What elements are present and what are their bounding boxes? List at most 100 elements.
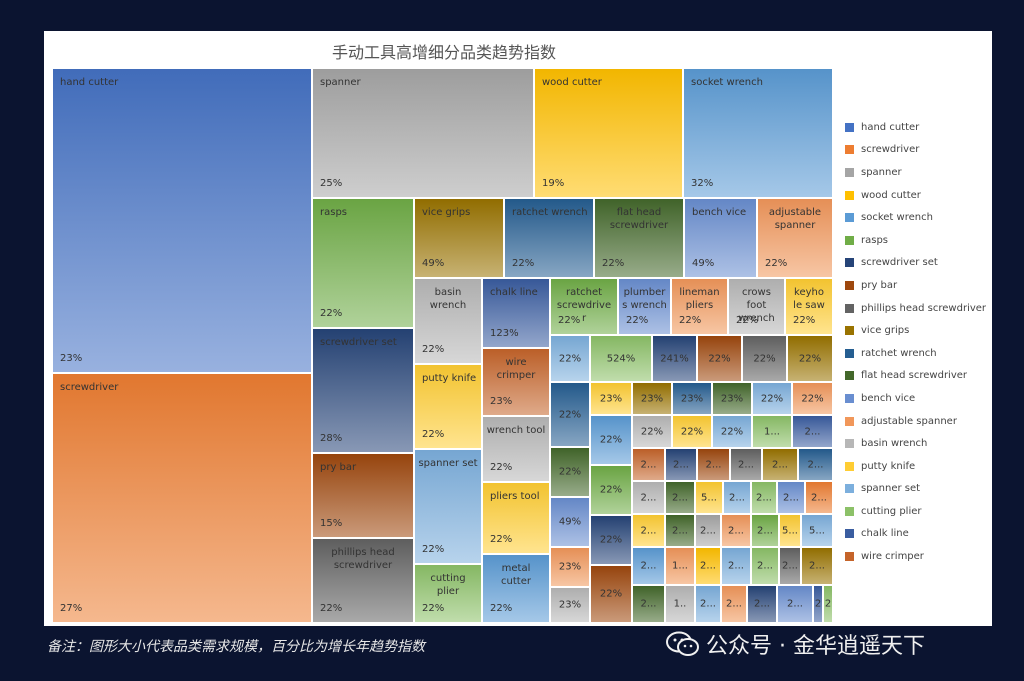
legend-item: pry bar <box>837 274 987 297</box>
treemap-cell: 2... <box>777 481 805 514</box>
treemap-cell: 22% <box>550 447 590 497</box>
cell-value: 2... <box>738 459 754 470</box>
treemap-cell: 2... <box>632 585 665 623</box>
treemap-cell: 22% <box>742 335 787 382</box>
cell-value: 22% <box>798 353 822 364</box>
chart-title: 手动工具高增细分品类趋势指数 <box>331 43 556 62</box>
cell-value: 22% <box>490 462 513 473</box>
cell-value: 2... <box>700 560 716 572</box>
cell-value: 23% <box>60 353 83 364</box>
cell-name: ratchet wrench <box>512 207 588 218</box>
cell-value: 22% <box>599 484 623 496</box>
legend-swatch <box>845 190 854 200</box>
cell-value: 2... <box>640 525 657 536</box>
legend-label: adjustable spanner <box>861 415 957 427</box>
cell-value: 2... <box>640 560 657 572</box>
cell-value: 23% <box>720 393 744 404</box>
legend-label: cutting plier <box>861 505 922 517</box>
legend-label: phillips head screwdriver <box>861 302 987 314</box>
cell-value: 23% <box>599 393 623 404</box>
legend-label: pry bar <box>861 279 898 291</box>
cell-value: 22% <box>680 426 704 437</box>
legend-swatch <box>845 303 854 313</box>
legend-swatch <box>845 122 854 132</box>
cell-value: 22% <box>558 409 582 420</box>
wechat-icon <box>666 631 699 656</box>
cell-value: 2... <box>700 525 716 536</box>
treemap-cell: 5... <box>695 481 723 514</box>
cell-value: 2... <box>809 560 825 572</box>
legend-swatch <box>845 348 854 358</box>
cell-value: 22% <box>599 534 623 546</box>
treemap-cell: 241% <box>652 335 697 382</box>
treemap-cell: 23% <box>590 382 632 415</box>
cell-name: spanner <box>320 77 361 88</box>
cell-value: 28% <box>320 433 343 444</box>
treemap-cell: 22% <box>550 382 590 447</box>
treemap-cell: 22% <box>590 515 632 565</box>
treemap-cell: ratchet screwdrive r 22% <box>550 278 618 335</box>
cell-value: 2... <box>754 598 770 610</box>
legend-swatch <box>845 506 854 516</box>
legend-swatch <box>845 167 854 177</box>
cell-value: 49% <box>422 258 445 269</box>
treemap-cell: socket wrench 32% <box>683 68 833 198</box>
cell-name: screwdriver set <box>320 337 397 348</box>
legend-item: bench vice <box>837 387 987 410</box>
cell-value: 22% <box>708 353 731 364</box>
cell-value: 23% <box>490 396 513 407</box>
cell-value: 2... <box>728 560 744 572</box>
cell-name: plumber s wrench <box>622 287 667 311</box>
legend-item: spanner set <box>837 478 987 501</box>
cell-value: 5... <box>701 492 717 503</box>
cell-name: rasps <box>320 207 348 218</box>
cell-name: flat head screwdriver <box>609 207 669 231</box>
treemap-cell: 2... <box>695 514 721 547</box>
cell-value: 22% <box>760 393 784 404</box>
cell-value: 22% <box>490 534 513 545</box>
treemap-cell: 2... <box>751 547 779 585</box>
legend-item: putty knife <box>837 455 987 478</box>
treemap-cell: 2... <box>751 481 777 514</box>
cell-value: 49% <box>558 516 582 528</box>
cell-value: 2... <box>811 492 827 503</box>
cell-name: metal cutter <box>501 563 531 587</box>
treemap-cell: basin wrench 22% <box>414 278 482 364</box>
chart-panel: 手动工具高增细分品类趋势指数 hand cutter 23% screwdriver… <box>44 31 992 626</box>
treemap-cell: 1.. <box>665 585 695 623</box>
treemap-cell: 22% <box>712 415 752 448</box>
cell-name: spanner set <box>418 458 478 469</box>
cell-value: 2... <box>772 459 788 470</box>
treemap-cell: flat head screwdriver 22% <box>594 198 684 278</box>
treemap-cell: 23% <box>632 382 672 415</box>
cell-value: 1... <box>672 560 688 572</box>
cell-value: 5... <box>809 525 825 536</box>
cell-value: 22% <box>599 434 623 446</box>
legend-label: wire crimper <box>861 551 924 563</box>
treemap-cell: 2... <box>632 547 665 585</box>
treemap-cell: 2... <box>801 547 833 585</box>
cell-value: 123% <box>490 328 519 339</box>
treemap-cell: bench vice 49% <box>684 198 757 278</box>
cell-value: 2... <box>726 598 742 610</box>
cell-value: 1.. <box>673 598 687 610</box>
treemap-area: hand cutter 23% screwdriver 27% spanner 25% wo… <box>52 68 833 623</box>
legend-label: spanner set <box>861 483 921 495</box>
legend-item: vice grips <box>837 319 987 342</box>
treemap-cell: 2... <box>665 448 697 481</box>
cell-value: 23% <box>680 393 704 404</box>
treemap-cell: putty knife 22% <box>414 364 482 449</box>
cell-name: putty knife <box>422 373 477 384</box>
cell-value: 2 <box>824 598 832 610</box>
treemap-cell: 22% <box>787 335 833 382</box>
cell-name: phillips head screwdriver <box>331 547 395 571</box>
treemap-cell: 2... <box>751 514 779 547</box>
treemap-cell: crows foot wrench 22% <box>728 278 785 335</box>
treemap-cell: rasps 22% <box>312 198 414 328</box>
cell-value: 2... <box>757 560 773 572</box>
legend-label: putty knife <box>861 460 916 472</box>
cell-value: 524% <box>606 353 636 364</box>
treemap-cell: hand cutter 23% <box>52 68 312 373</box>
legend-label: basin wrench <box>861 438 928 450</box>
legend-swatch <box>845 326 854 336</box>
